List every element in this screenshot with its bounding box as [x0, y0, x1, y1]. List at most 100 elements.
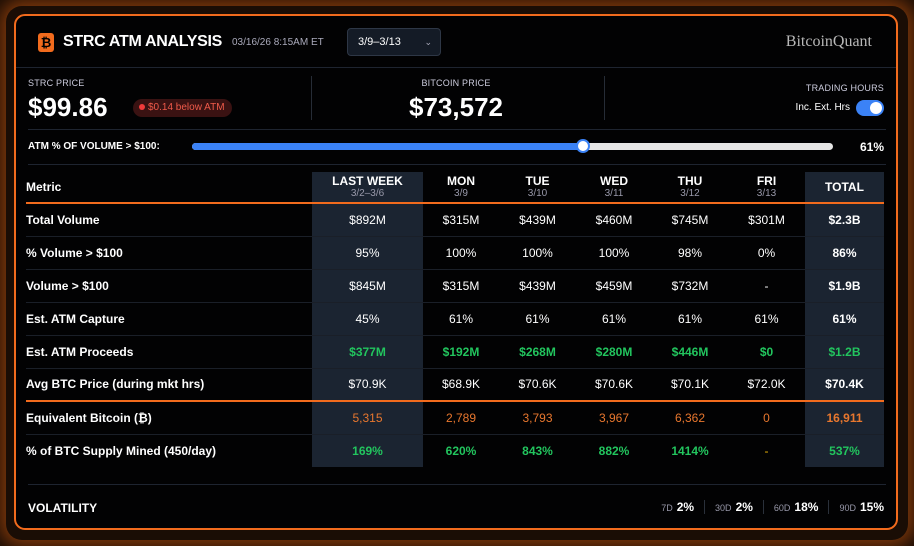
table-cell: 45%	[312, 301, 423, 335]
divider	[604, 76, 605, 120]
atm-status-badge: $0.14 below ATM	[133, 99, 232, 117]
bitcoin-logo-icon: ₿	[38, 33, 54, 52]
atm-volume-fill	[192, 143, 583, 150]
column-label: TOTAL	[825, 180, 864, 194]
metric-label: Avg BTC Price (during mkt hrs)	[26, 367, 312, 401]
table-cell: 620%	[423, 433, 499, 467]
table-cell: 61%	[728, 301, 805, 335]
column-header-tue: TUE 3/10	[499, 172, 576, 203]
metrics-table: Metric LAST WEEK 3/2–3/6 MON 3/9 TUE 3/10 WED 3/…	[26, 172, 884, 467]
metric-label: % Volume > $100	[26, 235, 312, 269]
table-cell: $745M	[652, 202, 728, 236]
table-cell: -	[728, 268, 805, 302]
volatility-value: 2%	[735, 500, 753, 514]
table-cell: 61%	[576, 301, 652, 335]
table-cell: 1414%	[652, 433, 728, 467]
table-cell: 100%	[576, 235, 652, 269]
column-header-total: TOTAL	[805, 172, 884, 203]
table-cell: $460M	[576, 202, 652, 236]
volatility-period: 60D	[773, 503, 791, 513]
table-cell: 0	[728, 400, 805, 434]
table-cell: 61%	[423, 301, 499, 335]
column-label: FRI	[756, 173, 777, 188]
divider	[28, 484, 886, 485]
column-date: 3/2–3/6	[350, 187, 385, 199]
header: ₿ STRC ATM ANALYSIS 03/16/26 8:15AM ET 3…	[16, 16, 896, 68]
metric-label: Est. ATM Capture	[26, 301, 312, 335]
table-cell: $70.9K	[312, 367, 423, 401]
column-label: MON	[447, 173, 475, 188]
slider-handle[interactable]	[576, 139, 590, 153]
table-row: Total Volume $892M $315M $439M $460M $745M $30…	[26, 202, 884, 236]
divider	[28, 164, 886, 165]
metric-label: Total Volume	[26, 202, 312, 236]
table-cell: $439M	[499, 202, 576, 236]
atm-bar-value: 61%	[859, 140, 884, 154]
volatility-value: 15%	[859, 500, 884, 514]
table-row: Equivalent Bitcoin (₿) 5,315 2,789 3,793 3,9…	[26, 400, 884, 434]
volatility-60d: 60D 18%	[764, 500, 830, 514]
table-row: Est. ATM Capture 45% 61% 61% 61% 61% 61% 61%	[26, 301, 884, 335]
timestamp: 03/16/26 8:15AM ET	[232, 37, 324, 48]
column-date: 3/13	[756, 187, 777, 199]
column-label: WED	[600, 173, 628, 188]
period-select-value: 3/9–3/13	[358, 36, 401, 48]
column-date: 3/12	[680, 187, 700, 199]
atm-volume-slider[interactable]	[192, 139, 833, 153]
table-cell: $1.9B	[805, 268, 884, 302]
metric-label: % of BTC Supply Mined (450/day)	[26, 433, 312, 467]
table-row: Volume > $100 $845M $315M $439M $459M $732M - $…	[26, 268, 884, 302]
divider	[28, 129, 886, 130]
table-cell: $0	[728, 334, 805, 368]
table-cell: 100%	[423, 235, 499, 269]
table-cell: $70.6K	[576, 367, 652, 401]
table-cell: $70.6K	[499, 367, 576, 401]
table-cell: 61%	[805, 301, 884, 335]
table-cell: 98%	[652, 235, 728, 269]
table-cell: $192M	[423, 334, 499, 368]
volatility-value: 18%	[794, 500, 819, 514]
bitcoin-price-label: BITCOIN PRICE	[421, 78, 491, 88]
table-cell: $1.2B	[805, 334, 884, 368]
volatility-90d: 90D 15%	[829, 500, 884, 514]
table-cell: $2.3B	[805, 202, 884, 236]
atm-analysis-card: ₿ STRC ATM ANALYSIS 03/16/26 8:15AM ET 3…	[14, 14, 898, 530]
metric-label: Volume > $100	[26, 268, 312, 302]
toggle-label: Inc. Ext. Hrs	[795, 102, 850, 113]
column-date: 3/9	[454, 187, 468, 199]
table-cell: 3,793	[499, 400, 576, 434]
table-row: % Volume > $100 95% 100% 100% 100% 98% 0% 86%	[26, 235, 884, 269]
volatility-values: 7D 2% 30D 2% 60D 18% 90D 15%	[651, 500, 884, 514]
volatility-value: 2%	[676, 500, 695, 514]
strc-price-value: $99.86	[28, 92, 108, 122]
atm-status-text: $0.14 below ATM	[148, 102, 225, 113]
table-cell: $732M	[652, 268, 728, 302]
page-title: STRC ATM ANALYSIS	[63, 33, 223, 50]
chevron-down-icon: ⌄	[424, 37, 432, 47]
metric-header: Metric	[26, 180, 62, 194]
column-label: THU	[677, 173, 703, 188]
divider	[311, 76, 312, 120]
table-cell: 169%	[312, 433, 423, 467]
column-header-last-week: LAST WEEK 3/2–3/6	[312, 172, 423, 203]
table-cell: 61%	[652, 301, 728, 335]
table-cell: 5,315	[312, 400, 423, 434]
table-cell: -	[728, 433, 805, 467]
column-label: LAST WEEK	[332, 173, 403, 188]
table-cell: 882%	[576, 433, 652, 467]
period-select[interactable]: 3/9–3/13 ⌄	[347, 28, 441, 56]
table-cell: 843%	[499, 433, 576, 467]
brand-logo: BitcoinQuant	[785, 33, 872, 50]
volatility-period: 30D	[715, 503, 732, 513]
table-cell: 3,967	[576, 400, 652, 434]
table-cell: $892M	[312, 202, 423, 236]
table-cell: 0%	[728, 235, 805, 269]
ext-hours-toggle[interactable]	[856, 100, 884, 116]
atm-bar-label: ATM % OF VOLUME > $100:	[28, 141, 160, 152]
strc-price-label: STRC PRICE	[28, 78, 85, 88]
table-cell: $439M	[499, 268, 576, 302]
volatility-period: 90D	[839, 503, 856, 513]
trading-hours-label: TRADING HOURS	[805, 83, 884, 93]
table-cell: $315M	[423, 268, 499, 302]
column-header-wed: WED 3/11	[576, 172, 652, 203]
